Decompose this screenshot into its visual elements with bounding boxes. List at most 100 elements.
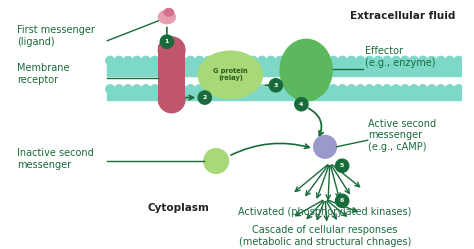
Circle shape [258, 85, 266, 93]
Circle shape [455, 56, 463, 65]
Circle shape [160, 35, 173, 48]
Circle shape [293, 56, 302, 65]
Circle shape [410, 85, 418, 93]
Circle shape [213, 85, 221, 93]
Circle shape [365, 85, 374, 93]
Bar [107, 62, 462, 76]
Circle shape [177, 85, 186, 93]
Circle shape [320, 56, 329, 65]
Circle shape [428, 56, 436, 65]
Circle shape [284, 85, 293, 93]
Circle shape [124, 56, 132, 65]
Circle shape [446, 56, 454, 65]
Circle shape [338, 85, 346, 93]
Circle shape [159, 56, 168, 65]
Circle shape [258, 56, 266, 65]
Circle shape [249, 85, 257, 93]
Circle shape [231, 85, 239, 93]
Circle shape [133, 56, 141, 65]
Circle shape [437, 85, 445, 93]
Circle shape [267, 56, 275, 65]
Circle shape [311, 56, 320, 65]
Circle shape [419, 85, 427, 93]
Circle shape [336, 194, 349, 207]
Text: Inactive second
messenger: Inactive second messenger [17, 148, 94, 170]
Circle shape [158, 37, 185, 63]
Ellipse shape [198, 51, 263, 99]
Text: Activated (phosphorylated kinases): Activated (phosphorylated kinases) [238, 206, 412, 216]
Text: 5: 5 [340, 163, 344, 168]
Circle shape [347, 56, 356, 65]
Circle shape [293, 85, 302, 93]
Circle shape [336, 159, 349, 172]
Circle shape [142, 56, 150, 65]
Circle shape [428, 85, 436, 93]
Circle shape [222, 85, 230, 93]
Circle shape [276, 85, 284, 93]
Text: 6: 6 [340, 198, 344, 203]
Circle shape [338, 56, 346, 65]
Circle shape [302, 56, 311, 65]
Circle shape [198, 91, 211, 104]
Circle shape [222, 56, 230, 65]
Text: 3: 3 [273, 83, 278, 88]
Text: Cytoplasm: Cytoplasm [147, 203, 209, 213]
Circle shape [374, 85, 383, 93]
Circle shape [150, 85, 159, 93]
Text: Extracellular fluid: Extracellular fluid [350, 11, 456, 21]
Text: G protein
(relay): G protein (relay) [213, 68, 248, 81]
Circle shape [356, 56, 365, 65]
Circle shape [168, 56, 177, 65]
Circle shape [269, 79, 283, 92]
Text: 2: 2 [202, 95, 207, 100]
Circle shape [186, 85, 195, 93]
Circle shape [204, 149, 228, 173]
Circle shape [106, 56, 114, 65]
Circle shape [249, 56, 257, 65]
Text: Membrane
receptor: Membrane receptor [17, 63, 70, 85]
Circle shape [133, 85, 141, 93]
Circle shape [267, 85, 275, 93]
Circle shape [115, 56, 123, 65]
Ellipse shape [164, 8, 173, 16]
Circle shape [329, 56, 338, 65]
Bar [158, 46, 185, 104]
Circle shape [115, 85, 123, 93]
Ellipse shape [158, 10, 175, 24]
Circle shape [142, 85, 150, 93]
Circle shape [276, 56, 284, 65]
Circle shape [124, 85, 132, 93]
Circle shape [204, 56, 213, 65]
Text: 4: 4 [299, 102, 304, 107]
Bar [107, 87, 462, 100]
Circle shape [446, 85, 454, 93]
Circle shape [455, 85, 463, 93]
Circle shape [295, 98, 308, 111]
Circle shape [159, 85, 168, 93]
Circle shape [195, 85, 204, 93]
Circle shape [213, 56, 221, 65]
Circle shape [177, 56, 186, 65]
Circle shape [168, 85, 177, 93]
Circle shape [365, 56, 374, 65]
Circle shape [302, 85, 311, 93]
Circle shape [314, 135, 337, 158]
Circle shape [374, 56, 383, 65]
Circle shape [401, 56, 409, 65]
Circle shape [419, 56, 427, 65]
Circle shape [195, 56, 204, 65]
Circle shape [240, 85, 248, 93]
Circle shape [150, 56, 159, 65]
Circle shape [240, 56, 248, 65]
Circle shape [392, 85, 401, 93]
Circle shape [410, 56, 418, 65]
Circle shape [311, 85, 320, 93]
Circle shape [231, 56, 239, 65]
Circle shape [347, 85, 356, 93]
Circle shape [437, 56, 445, 65]
Circle shape [158, 86, 185, 113]
Text: Active second
messenger
(e.g., cAMP): Active second messenger (e.g., cAMP) [368, 119, 436, 152]
Circle shape [356, 85, 365, 93]
Circle shape [383, 85, 392, 93]
Circle shape [329, 85, 338, 93]
